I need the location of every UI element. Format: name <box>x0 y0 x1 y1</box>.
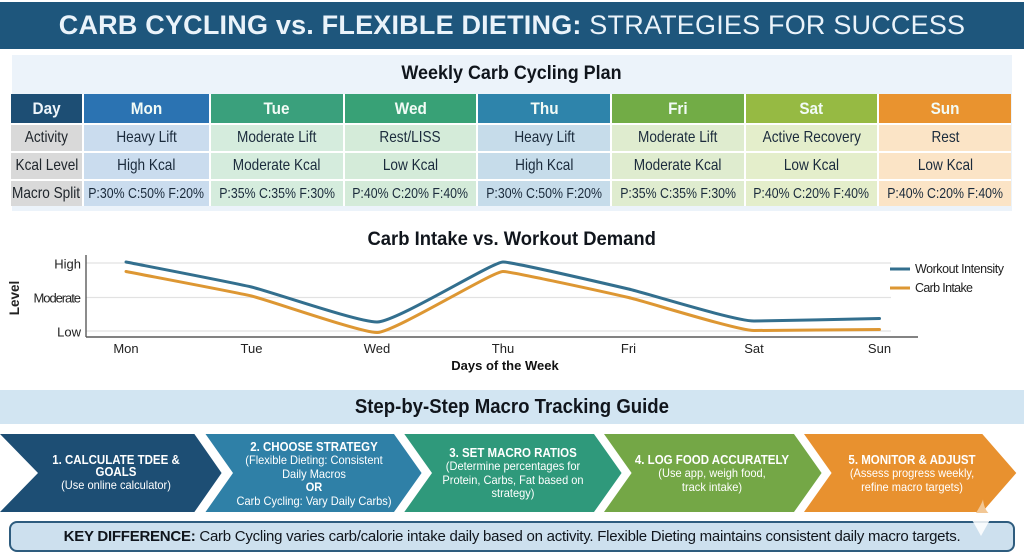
svg-text:Moderate: Moderate <box>34 291 82 306</box>
svg-text:Tue: Tue <box>241 341 263 356</box>
svg-text:Days of the Week: Days of the Week <box>451 358 559 373</box>
svg-text:Fri: Fri <box>621 341 636 356</box>
svg-text:Workout Intensity: Workout Intensity <box>915 262 1005 276</box>
svg-text:Low: Low <box>57 325 81 340</box>
svg-text:High: High <box>54 257 81 272</box>
svg-text:Sat: Sat <box>744 341 764 356</box>
svg-text:Wed: Wed <box>364 341 391 356</box>
svg-text:Carb Intake: Carb Intake <box>915 281 973 295</box>
svg-text:Level: Level <box>7 281 22 316</box>
svg-text:Sun: Sun <box>868 341 891 356</box>
svg-text:Mon: Mon <box>113 341 138 356</box>
svg-text:Thu: Thu <box>492 341 514 356</box>
